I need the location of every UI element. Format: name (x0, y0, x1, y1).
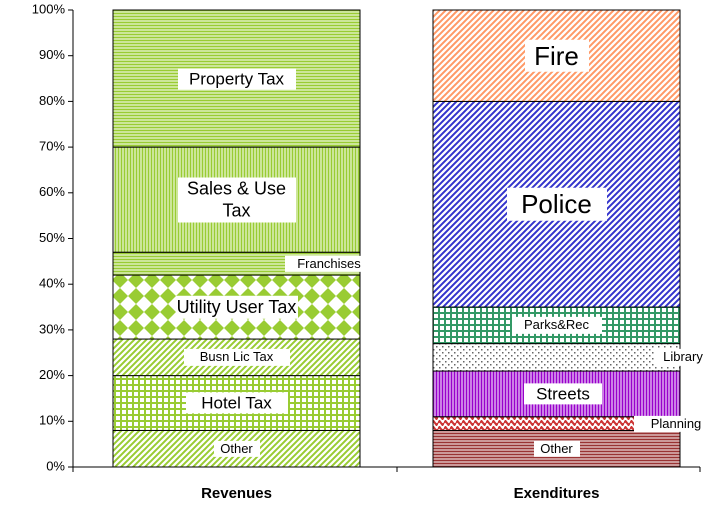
y-tick-label: 90% (39, 47, 65, 62)
y-tick-label: 60% (39, 184, 65, 199)
y-tick-label: 50% (39, 230, 65, 245)
segment-label: Parks&Rec (511, 317, 602, 334)
segment-label: Fire (524, 39, 589, 72)
segment-label: Library (655, 349, 708, 366)
y-tick-label: 80% (39, 93, 65, 108)
segment-label: Planning (634, 415, 708, 432)
y-tick-label: 30% (39, 321, 65, 336)
segment-label: Other (213, 440, 260, 457)
segment-label: Police (506, 187, 607, 221)
segment-label: Streets (524, 383, 602, 405)
segment-label: Utility User Tax (175, 295, 298, 319)
y-tick-label: 0% (46, 458, 65, 473)
y-tick-label: 100% (32, 1, 66, 16)
segment-label: Busn Lic Tax (183, 349, 290, 366)
segment-label: Other (533, 440, 580, 457)
bar-segment (432, 343, 681, 372)
y-tick-label: 70% (39, 139, 65, 154)
x-tick-label: Exenditures (514, 485, 600, 502)
segment-label: Property Tax (177, 67, 296, 90)
y-tick-label: 40% (39, 276, 65, 291)
segment-label: Sales & Use Tax (177, 177, 296, 223)
segment-label: Hotel Tax (185, 392, 288, 414)
segment-label: Franchises (285, 255, 373, 272)
x-tick-label: Revenues (201, 485, 272, 502)
y-tick-label: 10% (39, 413, 65, 428)
y-tick-label: 20% (39, 367, 65, 382)
